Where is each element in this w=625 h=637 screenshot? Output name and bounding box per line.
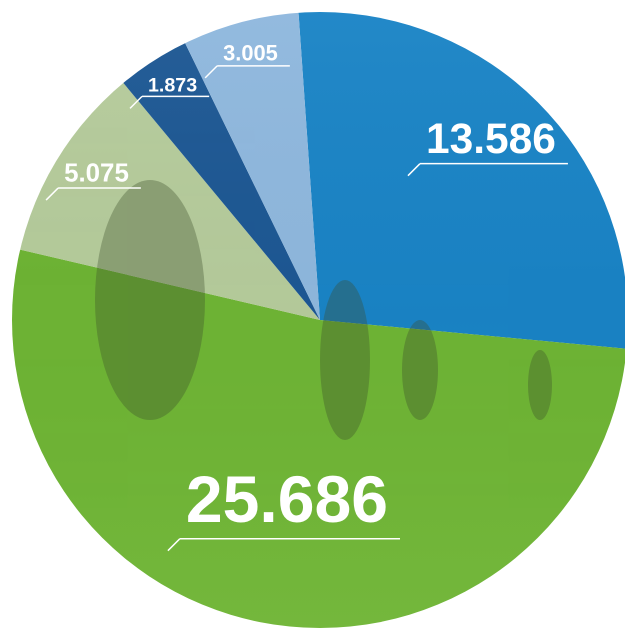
data-label: 1.873 [148, 74, 197, 96]
data-label: 5.075 [64, 160, 129, 188]
chart: 13.586 25.686 5.075 1.873 3.005 [0, 0, 625, 632]
data-label: 25.686 [186, 463, 388, 537]
data-label: 13.586 [426, 116, 556, 163]
data-label: 3.005 [223, 40, 278, 65]
